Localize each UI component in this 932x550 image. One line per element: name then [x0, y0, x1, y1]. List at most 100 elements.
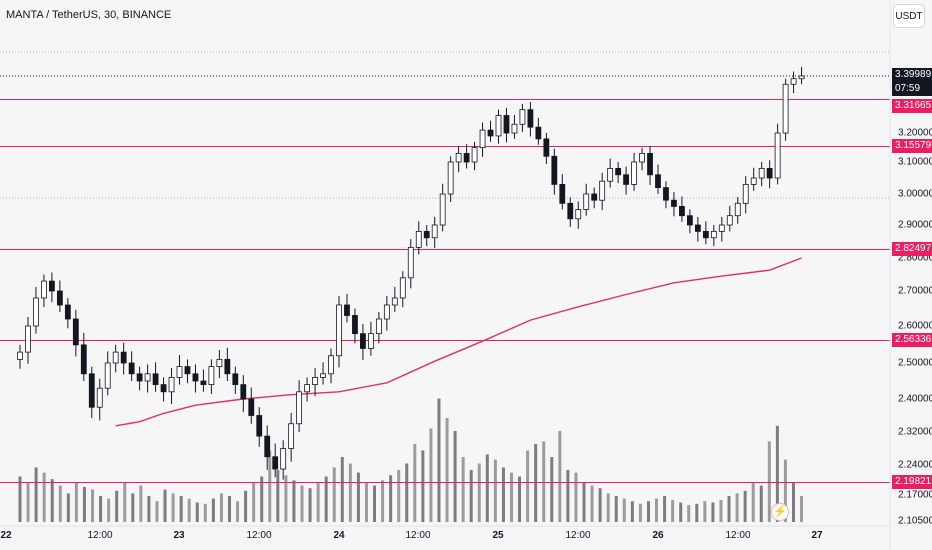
volume-bar: [767, 441, 771, 522]
candle-body: [96, 387, 103, 408]
volume-bar: [477, 463, 481, 522]
volume-bar: [759, 485, 763, 522]
candle-body: [710, 230, 717, 239]
candle-body: [216, 358, 223, 368]
volume-bar: [542, 441, 546, 522]
volume-bar: [292, 480, 296, 522]
volume-bar: [18, 476, 22, 522]
volume-bar: [638, 503, 642, 522]
last-price-label: 3.39989 07:59: [892, 68, 932, 96]
volume-bar: [42, 472, 46, 522]
level-price-label: 3.15579: [892, 139, 932, 153]
candlesticks: [17, 67, 805, 480]
flash-icon[interactable]: ⚡: [771, 503, 789, 521]
candle-body: [615, 167, 622, 176]
volume-bar: [421, 450, 425, 522]
candle-body: [64, 304, 71, 320]
level-price-label: 2.19821: [892, 475, 932, 489]
candle-body: [176, 366, 183, 378]
volume-bar: [91, 489, 95, 522]
price-axis[interactable]: 3.20000 3.10000 3.00000 2.90000 2.80000 …: [890, 0, 932, 550]
volume-bar: [783, 459, 787, 522]
candle-body: [758, 167, 765, 179]
volume-bar: [82, 486, 86, 522]
time-tick: 26: [652, 530, 664, 541]
candle-body: [17, 351, 23, 360]
volume-bar: [800, 496, 804, 522]
volume-bar: [501, 467, 505, 522]
volume-bar: [469, 470, 473, 522]
candle-body: [535, 126, 542, 140]
volume-bar: [566, 470, 570, 522]
candle-body: [399, 277, 406, 299]
volume-bar: [582, 483, 586, 522]
volume-bar: [429, 428, 433, 522]
candle-body: [160, 384, 167, 393]
candle-body: [192, 373, 199, 382]
candle-body: [88, 373, 95, 408]
volume-bar: [405, 463, 409, 522]
volume-bar: [236, 501, 240, 522]
price-tick: 3.00000: [898, 188, 932, 200]
volume-bar: [276, 470, 280, 522]
price-tick: 2.17000: [898, 489, 932, 501]
volume-bar: [590, 485, 594, 522]
volume-bar: [719, 499, 723, 522]
volume-bar: [364, 483, 368, 522]
volume-bar: [574, 472, 578, 522]
time-tick: 22: [0, 530, 12, 541]
volume-bar: [606, 493, 610, 522]
price-tick: 2.24000: [898, 459, 932, 471]
currency-unit-button[interactable]: USDT: [893, 4, 925, 28]
time-tick: 12:00: [565, 530, 591, 541]
volume-bar: [614, 496, 618, 522]
volume-bar: [775, 425, 779, 522]
candle-body: [423, 230, 430, 239]
level-price-label: 2.82497: [892, 242, 932, 256]
candle-body: [56, 290, 63, 306]
volume-bar: [356, 472, 360, 522]
price-tick: 2.70000: [898, 285, 932, 297]
time-tick: 24: [333, 530, 345, 541]
volume-bar: [219, 493, 223, 522]
candle-body: [455, 152, 462, 163]
candle-body: [208, 366, 215, 386]
volume-bar: [340, 457, 344, 522]
candle-body: [551, 155, 558, 185]
volume-bar: [74, 483, 78, 522]
horizontal-levels: [0, 99, 890, 483]
volume-bar: [171, 493, 175, 522]
volume-bar: [308, 488, 312, 522]
candle-body: [671, 199, 677, 207]
candle-body: [543, 138, 550, 157]
volume-bar: [381, 480, 385, 522]
volume-bar: [300, 485, 304, 522]
volume-bar: [131, 493, 135, 522]
candle-body: [750, 177, 757, 185]
candle-body: [304, 384, 311, 393]
candle-body: [367, 333, 374, 349]
candle-body: [495, 115, 502, 137]
candle-body: [774, 132, 781, 179]
volume-bar: [703, 501, 707, 522]
volume-bar: [509, 472, 513, 522]
candle-body: [136, 373, 143, 382]
candle-body: [591, 193, 598, 201]
candle-body: [80, 344, 87, 375]
price-tick: 2.80000: [898, 252, 932, 264]
candle-body: [766, 167, 773, 179]
volume-bar: [139, 485, 143, 522]
time-tick: 12:00: [725, 530, 751, 541]
volume-bar: [324, 476, 328, 522]
candle-body: [655, 174, 661, 189]
price-tick: 2.50000: [898, 357, 932, 369]
candle-body: [248, 398, 255, 416]
candle-body: [487, 129, 494, 137]
candle-body: [224, 358, 231, 375]
candle-body: [415, 230, 422, 248]
candle-body: [256, 415, 263, 437]
candle-body: [647, 152, 653, 176]
candle-body: [503, 115, 510, 134]
volume-bar: [348, 463, 352, 522]
